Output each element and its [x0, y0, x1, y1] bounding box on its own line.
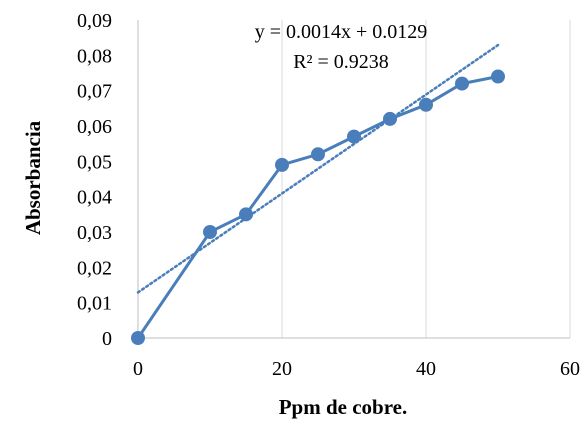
- tick-labels: 0 0,01 0,02 0,03 0,04 0,05 0,06 0,07 0,08 0,09 0 20…: [77, 10, 580, 380]
- data-point-2: [239, 207, 253, 222]
- data-point-8: [455, 76, 469, 91]
- y-tick-label-7: 0,07: [77, 81, 112, 103]
- data-point-5: [347, 129, 361, 144]
- data-point-4: [311, 147, 325, 162]
- y-tick-label-3: 0,03: [77, 222, 112, 244]
- y-tick-label-5: 0,05: [77, 151, 112, 173]
- trendline-line: [136, 43, 500, 294]
- data-point-3: [275, 157, 289, 172]
- x-tick-label-2: 40: [416, 358, 436, 380]
- y-tick-label-1: 0,01: [77, 293, 112, 315]
- trendline-r2: R² = 0.9238: [293, 51, 389, 73]
- x-tick-label-3: 60: [560, 358, 580, 380]
- data-point-7: [419, 97, 433, 112]
- x-tick-label-0: 0: [133, 358, 143, 380]
- y-tick-label-0: 0: [102, 328, 112, 350]
- y-axis-title: Absorbancia: [21, 120, 45, 235]
- data-point-6: [383, 111, 397, 126]
- data-point-1: [203, 225, 217, 239]
- y-tick-label-2: 0,02: [77, 257, 112, 279]
- axes: [137, 20, 570, 339]
- trendline: [136, 43, 500, 294]
- y-tick-label-9: 0,09: [77, 10, 112, 32]
- x-tick-label-1: 20: [272, 358, 292, 380]
- series-line-0: [136, 75, 499, 339]
- gridlines: [281, 20, 571, 338]
- y-tick-label-8: 0,08: [77, 45, 112, 67]
- x-axis-title: Ppm de cobre.: [279, 395, 408, 419]
- y-tick-label-6: 0,06: [77, 116, 112, 138]
- data-point-9: [491, 69, 505, 84]
- data-point-0: [131, 331, 145, 345]
- y-tick-label-4: 0,04: [77, 187, 112, 209]
- data-series: [131, 69, 505, 345]
- trendline-equation: y = 0.0014x + 0.0129: [255, 21, 428, 43]
